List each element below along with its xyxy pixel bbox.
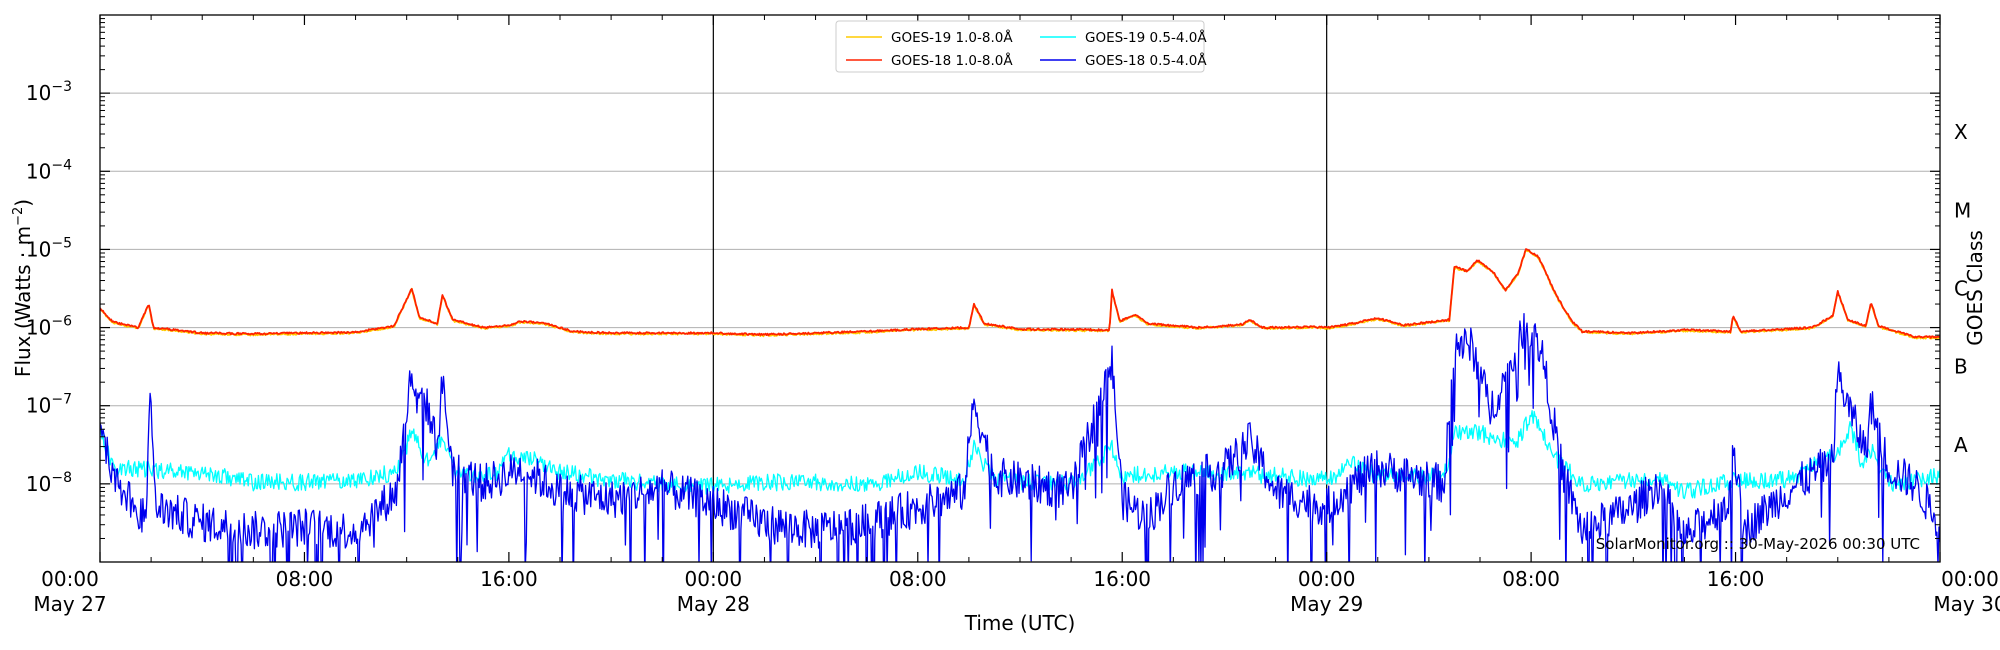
day-boundary-lines [712, 15, 1328, 562]
legend-label: GOES-19 0.5-4.0Å [1085, 29, 1207, 46]
y-tick-label: 10−3 [26, 79, 72, 105]
series-line-3 [100, 313, 1940, 562]
legend-label: GOES-19 1.0-8.0Å [891, 29, 1013, 46]
x-tick-date-label: May 30 [1933, 592, 2000, 616]
x-tick-label: 00:00 [1298, 567, 1356, 591]
goes-class-axis-label: GOES Class [1963, 230, 1987, 346]
x-tick-label: 16:00 [480, 567, 538, 591]
y-tick-label: 10−6 [26, 314, 72, 340]
x-tick-label: 16:00 [1707, 567, 1765, 591]
y-axis-label: Flux (Watts · m−2) [11, 199, 35, 377]
x-axis-label: Time (UTC) [964, 611, 1076, 635]
grid-lines [100, 92, 1940, 485]
goes-class-label-c: C [1954, 277, 1968, 301]
x-tick-date-label: May 28 [677, 592, 750, 616]
y-tick-label: 10−4 [26, 157, 72, 183]
goes-class-label-b: B [1954, 355, 1968, 379]
x-tick-date-label: May 29 [1290, 592, 1363, 616]
y-tick-label: 10−7 [26, 392, 72, 418]
watermark-text: SolarMonitor.org :: 30-May-2026 00:30 UT… [1596, 535, 1920, 553]
x-tick-label: 00:00 [41, 567, 99, 591]
goes-class-label-x: X [1954, 120, 1968, 144]
legend: GOES-19 1.0-8.0Å GOES-19 0.5-4.0Å GOES-18 … [835, 20, 1207, 73]
legend-label: GOES-18 0.5-4.0Å [1085, 52, 1207, 69]
series-line-2 [100, 248, 1940, 339]
y-tick-label: 10−8 [26, 470, 72, 496]
x-tick-label: 16:00 [1093, 567, 1151, 591]
x-tick-label: 08:00 [1502, 567, 1560, 591]
legend-label: GOES-18 1.0-8.0Å [891, 52, 1013, 69]
x-tick-date-label: May 27 [33, 592, 106, 616]
y-tick-label: 10−5 [26, 235, 72, 261]
x-tick-label: 00:00 [685, 567, 743, 591]
legend-box [835, 20, 1205, 73]
x-tick-label: 00:00 [1941, 567, 1999, 591]
x-tick-label: 08:00 [889, 567, 947, 591]
series-lines [100, 248, 1940, 562]
goes-class-label-a: A [1954, 433, 1968, 457]
goes-class-label-m: M [1954, 198, 1971, 222]
x-tick-label: 08:00 [276, 567, 334, 591]
